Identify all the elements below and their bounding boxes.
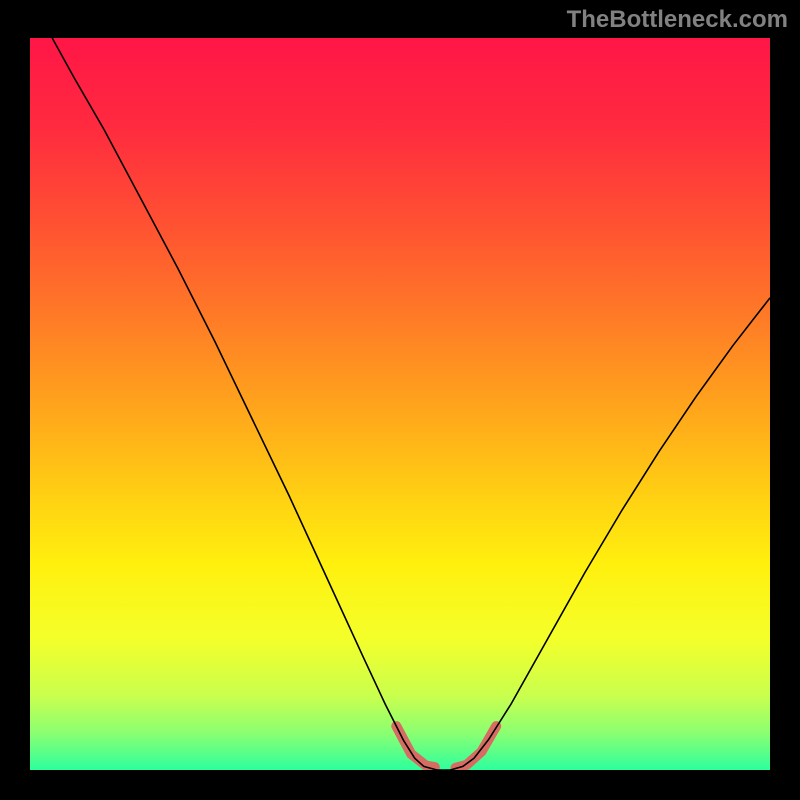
chart-frame: TheBottleneck.com xyxy=(0,0,800,800)
plot-area xyxy=(30,38,770,770)
gradient-background xyxy=(30,38,770,770)
bottleneck-chart-svg xyxy=(30,38,770,770)
watermark-text: TheBottleneck.com xyxy=(567,6,788,34)
